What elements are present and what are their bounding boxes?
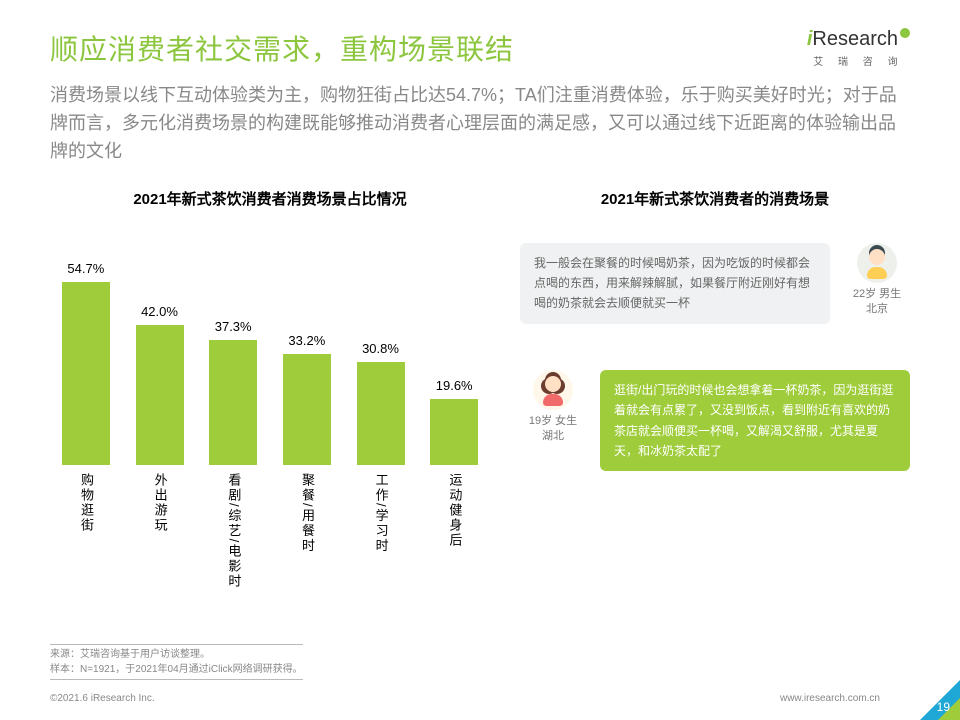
quote-bubble-1: 我一般会在聚餐的时候喝奶茶，因为吃饭的时候都会点喝的东西，用来解辣解腻，如果餐厅… [520, 243, 830, 324]
bar-group: 42.0% [130, 304, 190, 465]
avatar-girl-icon [533, 370, 573, 410]
bar-value-label: 33.2% [288, 333, 325, 348]
persona-2: 19岁 女生 湖北 [520, 370, 586, 445]
avatar-boy-icon [857, 243, 897, 283]
persona-2-line1: 19岁 女生 [520, 414, 586, 429]
bar-value-label: 30.8% [362, 341, 399, 356]
quote-block-1: 我一般会在聚餐的时候喝奶茶，因为吃饭的时候都会点喝的东西，用来解辣解腻，如果餐厅… [520, 243, 910, 324]
quote-bubble-2: 逛街/出门玩的时候也会想拿着一杯奶茶，因为逛街逛着就会有点累了，又没到饭点，看到… [600, 370, 910, 472]
axis-label: 购物逛街 [56, 473, 116, 593]
footer-url: www.iresearch.com.cn [780, 693, 880, 704]
bar-group: 30.8% [351, 341, 411, 465]
bar [283, 354, 331, 465]
logo: iResearch 艾 瑞 咨 询 [807, 28, 910, 68]
bar-chart: 54.7% 42.0% 37.3% 33.2% 30.8% 19.6% [50, 235, 490, 465]
logo-subtext: 艾 瑞 咨 询 [807, 53, 910, 68]
bar [430, 399, 478, 464]
bar-group: 19.6% [424, 378, 484, 464]
bar [136, 325, 184, 465]
bar-group: 37.3% [203, 319, 263, 464]
bar-group: 33.2% [277, 333, 337, 465]
page-title: 顺应消费者社交需求，重构场景联结 [50, 28, 514, 68]
axis-label: 运动健身后 [424, 473, 484, 593]
persona-1: 22岁 男生 北京 [844, 243, 910, 318]
bar-group: 54.7% [56, 261, 116, 464]
logo-wordmark: iResearch [807, 28, 910, 51]
source-block: 来源：艾瑞咨询基于用户访谈整理。 样本：N=1921，于2021年04月通过iC… [50, 644, 303, 680]
bar [209, 340, 257, 464]
bar [62, 282, 110, 464]
bar-chart-axis: 购物逛街外出游玩看剧/综艺/电影时聚餐/用餐时工作/学习时运动健身后 [50, 473, 490, 593]
axis-label: 看剧/综艺/电影时 [203, 473, 263, 593]
axis-label: 聚餐/用餐时 [277, 473, 337, 593]
right-title: 2021年新式茶饮消费者的消费场景 [520, 188, 910, 209]
bar [357, 362, 405, 465]
chart-title: 2021年新式茶饮消费者消费场景占比情况 [50, 188, 490, 209]
quote-block-2: 19岁 女生 湖北 逛街/出门玩的时候也会想拿着一杯奶茶，因为逛街逛着就会有点累… [520, 370, 910, 472]
source-line-1: 来源：艾瑞咨询基于用户访谈整理。 [50, 647, 303, 662]
persona-1-line2: 北京 [844, 302, 910, 317]
bar-value-label: 42.0% [141, 304, 178, 319]
persona-2-line2: 湖北 [520, 429, 586, 444]
axis-label: 外出游玩 [130, 473, 190, 593]
axis-label: 工作/学习时 [351, 473, 411, 593]
source-line-2: 样本：N=1921，于2021年04月通过iClick网络调研获得。 [50, 662, 303, 677]
page-number: 19 [937, 700, 950, 714]
persona-1-line1: 22岁 男生 [844, 287, 910, 302]
subtitle-text: 消费场景以线下互动体验类为主，购物狂街占比达54.7%；TA们注重消费体验，乐于… [50, 82, 910, 166]
bar-value-label: 54.7% [67, 261, 104, 276]
copyright-text: ©2021.6 iResearch Inc. [50, 693, 155, 704]
bar-value-label: 37.3% [215, 319, 252, 334]
bar-value-label: 19.6% [436, 378, 473, 393]
